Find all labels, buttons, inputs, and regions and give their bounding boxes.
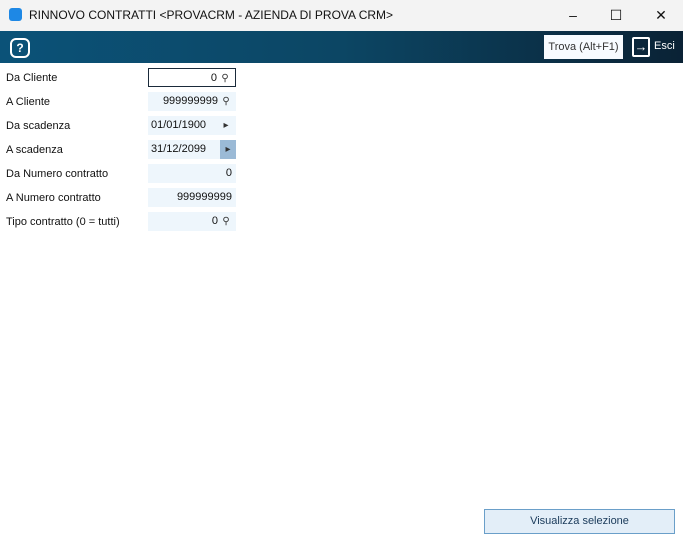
arrow-right-icon[interactable]: ▸ [220, 140, 236, 159]
app-icon [9, 8, 22, 21]
field-label: A Numero contratto [6, 192, 101, 204]
title-bar: RINNOVO CONTRATTI <PROVACRM - AZIENDA DI… [0, 0, 683, 31]
field-input[interactable]: 0 ⚲ [148, 212, 236, 231]
trova-button[interactable]: Trova (Alt+F1) [544, 35, 623, 59]
minimize-button[interactable]: – [569, 7, 577, 23]
field-value: 0 [210, 72, 217, 84]
field-label: A scadenza [6, 144, 63, 156]
search-icon[interactable]: ⚲ [221, 73, 229, 84]
field-input[interactable]: 999999999 [148, 188, 236, 207]
field-input[interactable]: 0 [148, 164, 236, 183]
field-value: 999999999 [176, 191, 232, 203]
arrow-right-icon[interactable]: ▸ [223, 120, 229, 131]
help-icon[interactable]: ? [10, 38, 30, 58]
field-input[interactable]: 01/01/1900 ▸ [148, 116, 236, 135]
field-label: Da Numero contratto [6, 168, 109, 180]
field-label: A Cliente [6, 96, 51, 108]
field-value: 0 [225, 167, 232, 179]
search-icon[interactable]: ⚲ [222, 96, 230, 107]
maximize-button[interactable]: ☐ [609, 7, 623, 23]
field-label: Da scadenza [6, 120, 71, 132]
field-label: Tipo contratto (0 = tutti) [6, 216, 120, 228]
field-value: 31/12/2099 [151, 143, 207, 155]
field-label: Da Cliente [6, 72, 58, 84]
close-button[interactable]: ✕ [655, 7, 667, 23]
field-value: 01/01/1900 [151, 119, 207, 131]
field-input[interactable]: 0 ⚲ [148, 68, 236, 87]
toolbar: ? Trova (Alt+F1) → Esci [0, 31, 683, 63]
window-title: RINNOVO CONTRATTI <PROVACRM - AZIENDA DI… [29, 8, 394, 22]
field-value: 0 [211, 215, 218, 227]
field-value: 999999999 [162, 95, 218, 107]
search-icon[interactable]: ⚲ [222, 216, 230, 227]
field-input[interactable]: 999999999 ⚲ [148, 92, 236, 111]
visualizza-selezione-button[interactable]: Visualizza selezione [484, 509, 675, 534]
esci-button[interactable]: Esci [654, 40, 675, 52]
field-input[interactable]: 31/12/2099 ▸ [148, 140, 236, 159]
exit-icon[interactable]: → [632, 37, 650, 57]
